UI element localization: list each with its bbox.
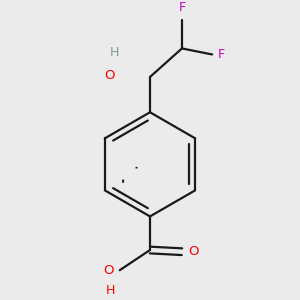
Text: H: H — [110, 46, 119, 59]
Text: O: O — [104, 69, 115, 82]
Text: F: F — [218, 48, 225, 61]
Text: H: H — [106, 284, 115, 297]
Text: O: O — [103, 264, 114, 277]
Text: O: O — [189, 245, 199, 258]
Text: F: F — [178, 1, 185, 14]
